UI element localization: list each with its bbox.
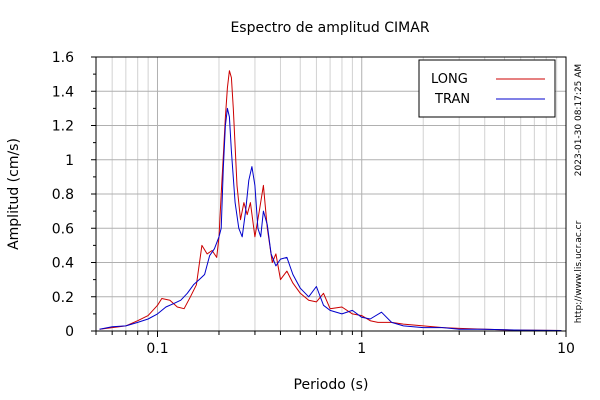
x-tick-label: 1 <box>357 341 366 357</box>
y-tick-label: 0.4 <box>52 256 74 272</box>
timestamp-note: 2023-01-30 08:17:25 AM <box>574 64 584 176</box>
y-tick-label: 1.6 <box>52 50 74 66</box>
x-axis-ticks: 0.1 1 10 <box>95 331 575 357</box>
y-tick-label: 1 <box>65 153 74 169</box>
y-tick-label: 0.6 <box>52 221 74 237</box>
legend-label-tran: TRAN <box>434 92 470 107</box>
series-layer <box>99 70 562 331</box>
series-line-long <box>99 70 562 331</box>
legend: LONG TRAN <box>418 59 556 118</box>
grid <box>95 56 566 332</box>
legend-label-long: LONG <box>431 72 468 87</box>
y-tick-label: 1.2 <box>52 119 74 135</box>
series-line-tran <box>99 107 562 331</box>
source-url-note: http://www.lis.ucr.ac.cr <box>574 220 584 323</box>
y-axis-title: Amplitud (cm/s) <box>6 138 22 250</box>
legend-box <box>418 59 556 118</box>
y-tick-label: 0.8 <box>52 187 74 203</box>
chart-title: Espectro de amplitud CIMAR <box>230 20 429 36</box>
x-axis-title: Periodo (s) <box>294 377 369 393</box>
y-axis-ticks: 0 0.2 0.4 0.6 0.8 1 1.2 1.4 1.6 <box>52 50 96 340</box>
y-tick-label: 1.4 <box>52 84 74 100</box>
x-tick-label: 10 <box>557 341 575 357</box>
x-tick-label: 0.1 <box>146 341 168 357</box>
y-tick-label: 0 <box>65 324 74 340</box>
y-tick-label: 0.2 <box>52 290 74 306</box>
